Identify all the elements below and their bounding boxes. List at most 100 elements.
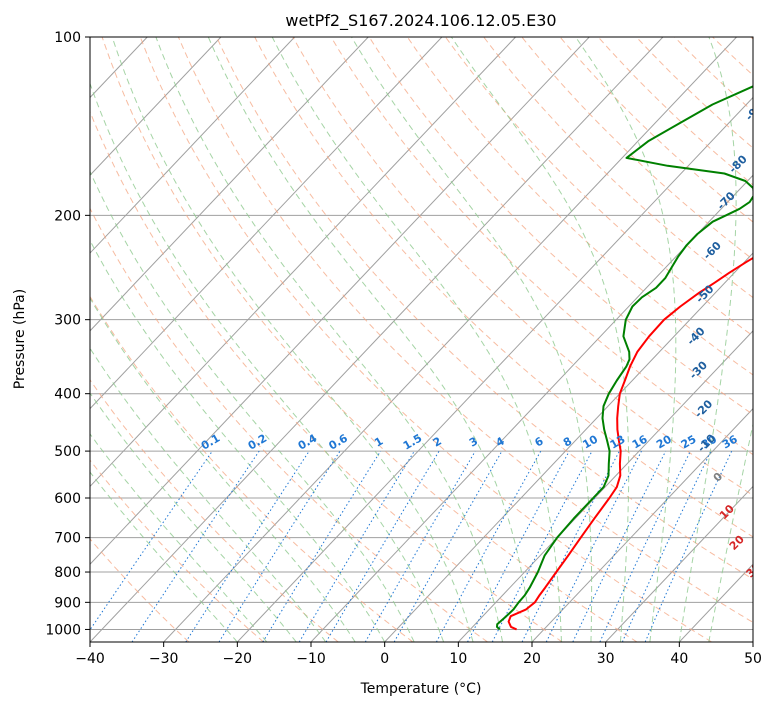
dry-adiabat-line <box>330 37 753 456</box>
dewpoint-profile-line <box>496 85 753 631</box>
dry-adiabat-line <box>406 37 753 376</box>
dry-adiabat-line <box>292 37 753 496</box>
moist-adiabat-line <box>678 37 737 642</box>
y-tick-label: 700 <box>54 531 81 547</box>
mixing-ratio-line <box>545 450 642 642</box>
x-tick-label: −20 <box>223 651 253 667</box>
moist-adiabat-label: -80 <box>726 152 749 175</box>
mixing-ratio-label: 36 <box>720 432 740 451</box>
isotherm-line <box>90 37 516 488</box>
dry-adiabat-line <box>445 37 753 337</box>
mixing-ratio-line <box>185 450 310 642</box>
x-tick-label: 0 <box>380 651 389 667</box>
isotherm-line <box>457 330 753 642</box>
moist-adiabat-line <box>271 37 562 642</box>
mixing-ratio-line <box>325 450 440 642</box>
mixing-ratio-label: 1.5 <box>401 432 424 453</box>
moist-adiabat-line <box>90 347 327 642</box>
y-tick-label: 200 <box>54 208 81 224</box>
moist-adiabat-line <box>90 297 356 642</box>
moist-adiabat-line <box>90 239 386 642</box>
moist-adiabat-label: -60 <box>701 239 724 262</box>
dry-adiabat-line <box>483 37 753 299</box>
dry-adiabat-line <box>90 295 414 642</box>
dry-adiabat-line <box>216 37 753 580</box>
moist-adiabat-label: -100 <box>767 48 775 77</box>
moist-adiabat-line <box>90 392 297 642</box>
dry-adiabat-line <box>635 37 753 149</box>
y-tick-label: 600 <box>54 491 81 507</box>
dry-adiabat-line <box>712 37 753 76</box>
y-tick-label: 400 <box>54 387 81 403</box>
moist-adiabat-line <box>351 37 593 642</box>
background-lines <box>90 37 753 642</box>
moist-adiabat-line <box>90 471 238 642</box>
mixing-ratio-label: 8 <box>561 435 574 450</box>
y-axis-title: Pressure (hPa) <box>12 289 28 389</box>
x-tick-label: −10 <box>296 651 326 667</box>
mixing-ratio-label: 16 <box>630 432 650 451</box>
theta-label: 10 <box>717 502 737 522</box>
mixing-ratio-line <box>467 450 570 642</box>
theta-label: 20 <box>727 533 747 553</box>
moist-adiabat-label: -30 <box>687 358 710 381</box>
isotherm-line <box>752 641 753 642</box>
x-tick-label: 30 <box>597 651 615 667</box>
mixing-ratio-label: 1 <box>372 435 385 450</box>
x-tick-label: −40 <box>75 651 105 667</box>
mixing-ratio-label: 0.4 <box>296 431 320 452</box>
moist-adiabat-line <box>155 37 503 642</box>
moist-adiabat-label: -70 <box>715 189 738 212</box>
theta-label: 0 <box>711 470 726 485</box>
x-tick-label: 20 <box>523 651 541 667</box>
dry-adiabat-line <box>177 37 753 623</box>
dry-adiabat-line <box>368 37 753 416</box>
isotherm-line <box>605 485 753 642</box>
mixing-ratio-line <box>90 450 213 631</box>
dry-adiabat-line <box>90 110 563 642</box>
moist-adiabat-line <box>111 37 474 642</box>
mixing-ratio-line <box>298 450 415 642</box>
mixing-ratio-label: 6 <box>532 434 545 449</box>
x-tick-label: −30 <box>149 651 179 667</box>
dry-adiabat-line <box>90 459 264 642</box>
moist-adiabat-label: -50 <box>693 282 716 305</box>
mixing-ratio-label: 3 <box>467 435 480 450</box>
x-axis-title: Temperature (°C) <box>360 681 482 697</box>
isotherm-line <box>90 37 295 254</box>
dry-adiabat-line <box>559 37 753 223</box>
dry-adiabat-line <box>90 538 190 642</box>
moist-adiabat-line <box>207 37 533 642</box>
y-tick-label: 800 <box>54 565 81 581</box>
axes: −40 −30 −20 −10 0 10 20 30 40 5010020030040050060… <box>45 30 762 667</box>
mixing-ratio-line <box>262 450 382 642</box>
x-tick-label: 40 <box>670 651 688 667</box>
mixing-ratio-label: 25 <box>679 433 699 452</box>
chart-title: wetPf2_S167.2024.106.12.05.E30 <box>285 11 556 31</box>
temperature-profile-line <box>507 256 753 631</box>
dry-adiabat-line <box>90 207 488 642</box>
mixing-ratio-line <box>599 450 691 642</box>
x-tick-label: 10 <box>449 651 467 667</box>
dry-adiabat-line <box>90 378 339 642</box>
profile-lines <box>496 85 753 631</box>
y-tick-label: 300 <box>54 313 81 329</box>
moist-adiabat-label: -20 <box>692 397 715 420</box>
theta-label: 30 <box>744 560 764 580</box>
moist-adiabat-line <box>708 422 753 642</box>
moist-adiabat-line <box>575 37 677 642</box>
isotherm-line <box>90 37 590 565</box>
y-tick-label: 100 <box>54 30 81 46</box>
x-tick-label: 50 <box>744 651 762 667</box>
plot-frame <box>89 36 754 643</box>
mixing-ratio-line <box>364 450 476 642</box>
moist-adiabat-label: -90 <box>743 100 766 123</box>
isotherm-line <box>236 96 753 642</box>
mixing-ratio-line <box>131 450 260 642</box>
mixing-ratio-label: 10 <box>580 432 600 451</box>
y-tick-label: 500 <box>54 444 81 460</box>
theta-label: 40 <box>764 585 775 605</box>
moist-adiabat-line <box>90 433 268 642</box>
